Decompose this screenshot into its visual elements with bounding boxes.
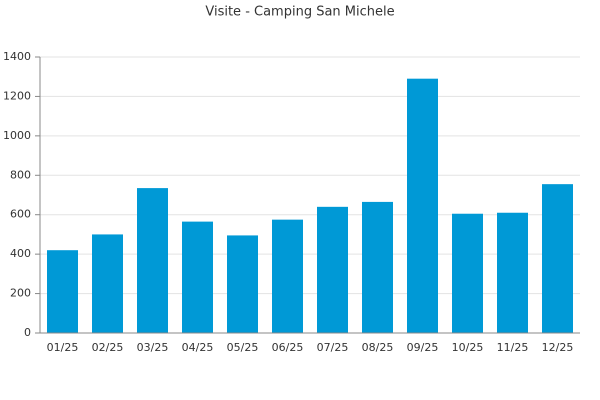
bar [452,213,483,333]
bar [272,219,303,333]
x-tick-label: 04/25 [182,341,214,354]
y-tick-label: 1000 [3,129,31,142]
bar [92,234,123,333]
x-tick-label: 10/25 [452,341,484,354]
x-tick-label: 03/25 [137,341,169,354]
bar [47,250,78,333]
x-tick-label: 01/25 [47,341,79,354]
chart-title: Visite - Camping San Michele [205,5,394,20]
x-tick-label: 09/25 [407,341,439,354]
y-tick-label: 200 [10,287,31,300]
x-tick-label: 07/25 [317,341,349,354]
bar [137,188,168,333]
x-tick-label: 05/25 [227,341,259,354]
bar [362,201,393,333]
bar [182,221,213,333]
x-tick-label: 08/25 [362,341,394,354]
y-tick-label: 0 [24,326,31,339]
bar [407,78,438,333]
y-tick-label: 800 [10,168,31,181]
y-tick-label: 1400 [3,50,31,63]
bar [227,235,258,333]
x-tick-label: 06/25 [272,341,304,354]
x-tick-label: 02/25 [92,341,124,354]
x-tick-label: 12/25 [542,341,574,354]
y-tick-label: 1200 [3,89,31,102]
bar [497,212,528,333]
bar [542,184,573,333]
y-tick-label: 600 [10,208,31,221]
y-tick-label: 400 [10,247,31,260]
bar [317,206,348,333]
x-tick-label: 11/25 [497,341,529,354]
